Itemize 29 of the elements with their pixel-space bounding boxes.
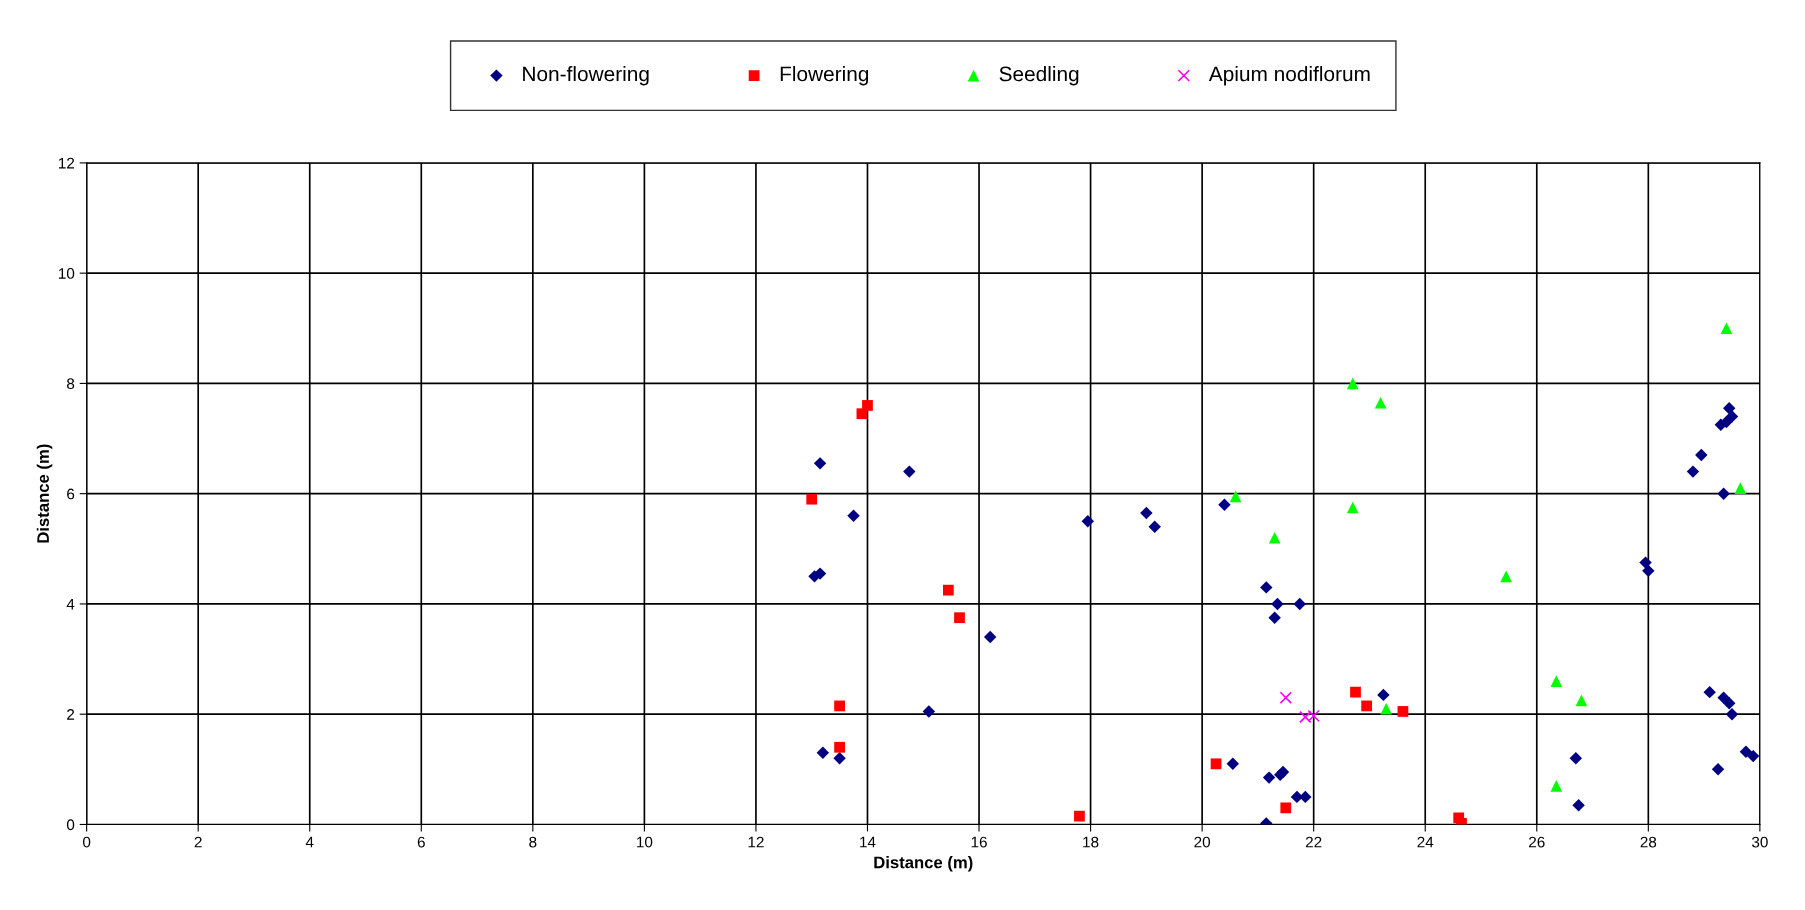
legend-label: Non-flowering: [523, 65, 649, 86]
x-tick-label: 10: [637, 836, 653, 848]
x-axis-title: Distance (m): [874, 856, 973, 872]
x-tick-label: 2: [194, 836, 202, 848]
x-tick-label: 8: [529, 836, 537, 848]
y-tick-label: 8: [67, 378, 75, 390]
y-tick-label: 0: [66, 819, 75, 831]
x-tick-label: 12: [748, 836, 764, 848]
y-tick-label: 2: [67, 709, 75, 720]
y-tick-label: 10: [59, 268, 75, 279]
y-tick-label: 4: [66, 598, 75, 610]
x-tick-label: 4: [305, 836, 314, 848]
x-tick-label: 6: [417, 836, 425, 848]
legend-label: Seedling: [999, 65, 1079, 86]
x-tick-label: 22: [1305, 836, 1322, 848]
legend-label: Flowering: [780, 65, 869, 86]
y-axis-title: Distance (m): [36, 444, 53, 543]
x-tick-label: 0: [82, 836, 91, 848]
x-tick-label: 20: [1194, 836, 1211, 848]
x-tick-label: 26: [1529, 836, 1545, 848]
x-tick-label: 18: [1083, 836, 1099, 848]
x-tick-label: 24: [1417, 836, 1434, 848]
x-tick-label: 16: [971, 836, 987, 848]
y-tick-label: 6: [67, 488, 75, 500]
legend-label: Apium nodiflorum: [1208, 65, 1370, 86]
x-tick-label: 28: [1640, 836, 1657, 848]
x-tick-label: 30: [1751, 836, 1768, 848]
x-tick-label: 14: [860, 836, 876, 848]
y-tick-label: 12: [59, 157, 75, 169]
